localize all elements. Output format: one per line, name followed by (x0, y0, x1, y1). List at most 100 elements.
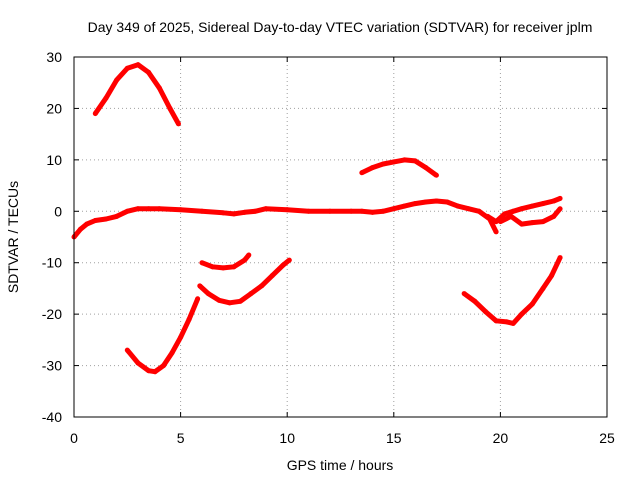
data-point (103, 95, 109, 101)
data-point (391, 206, 397, 212)
data-point (497, 219, 503, 225)
data-point (199, 260, 205, 266)
axes: 0 5 10 15 20 25 -40 -30 -20 -10 0 10 20 30 (42, 49, 615, 446)
data-point (502, 211, 508, 217)
data-point (284, 207, 290, 213)
data-point (167, 105, 173, 111)
data-point (152, 369, 158, 375)
data-point (135, 360, 141, 366)
data-point (540, 285, 546, 291)
data-point (519, 311, 525, 317)
data-point (551, 213, 557, 219)
x-tick-label: 5 (177, 430, 185, 446)
data-point (231, 264, 237, 270)
data-point (216, 297, 222, 303)
y-tick-label: 20 (46, 100, 62, 116)
x-tick-label: 0 (70, 430, 78, 446)
data-point (348, 208, 354, 214)
y-tick-label: -30 (42, 358, 62, 374)
data-point (519, 206, 525, 212)
data-point (92, 218, 98, 224)
data-point (156, 85, 162, 91)
series-line-arc-neg20 (462, 256, 563, 326)
data-point (391, 159, 397, 165)
data-point (242, 257, 248, 263)
data-point (433, 198, 439, 204)
data-point (286, 257, 292, 263)
data-point (529, 301, 535, 307)
data-point (359, 170, 365, 176)
data-point (465, 206, 471, 212)
data-point (178, 207, 184, 213)
data-point (557, 255, 563, 261)
data-point (197, 283, 203, 289)
x-tick-label: 25 (599, 430, 615, 446)
data-point (549, 273, 555, 279)
data-point (178, 334, 184, 340)
data-point (412, 201, 418, 207)
y-tick-label: 30 (46, 49, 62, 65)
x-axis-label: GPS time / hours (287, 457, 394, 473)
data-point (259, 283, 265, 289)
data-point (269, 273, 275, 279)
data-point (433, 172, 439, 178)
data-point (84, 221, 90, 227)
data-point (540, 201, 546, 207)
data-point (557, 195, 563, 201)
data-point (557, 206, 563, 212)
data-point (510, 320, 516, 326)
data-point (359, 208, 365, 214)
data-point (77, 226, 83, 232)
data-point (186, 316, 192, 322)
data-point (227, 300, 233, 306)
data-point (508, 213, 514, 219)
data-point (461, 291, 467, 297)
data-point (529, 203, 535, 209)
data-point (280, 262, 286, 268)
data-point (493, 219, 499, 225)
data-point (401, 157, 407, 163)
data-point (401, 203, 407, 209)
data-point (380, 208, 386, 214)
data-point (103, 216, 109, 222)
y-tick-label: 10 (46, 152, 62, 168)
x-tick-label: 15 (386, 430, 402, 446)
data-point (306, 208, 312, 214)
data-point (161, 363, 167, 369)
data-point (248, 291, 254, 297)
data-point (169, 350, 175, 356)
plot-area (71, 62, 563, 375)
data-point (242, 209, 248, 215)
data-point (472, 298, 478, 304)
data-point (369, 165, 375, 171)
data-point (444, 199, 450, 205)
chart-title: Day 349 of 2025, Sidereal Day-to-day VTE… (88, 19, 593, 35)
series-line-arc-neg10a (201, 253, 251, 271)
data-point (114, 213, 120, 219)
y-tick-label: -10 (42, 255, 62, 271)
data-point (220, 265, 226, 271)
data-point (369, 209, 375, 215)
data-point (504, 319, 510, 325)
data-point (246, 252, 252, 258)
data-point (199, 208, 205, 214)
data-point (252, 208, 258, 214)
data-point (519, 221, 525, 227)
data-point (540, 219, 546, 225)
data-point (493, 229, 499, 235)
data-point (124, 347, 130, 353)
data-point (493, 318, 499, 324)
data-point (220, 210, 226, 216)
data-point (380, 161, 386, 167)
y-tick-label: -20 (42, 306, 62, 322)
data-point (231, 211, 237, 217)
data-point (146, 368, 152, 374)
data-point (327, 208, 333, 214)
data-point (423, 165, 429, 171)
x-tick-label: 20 (493, 430, 509, 446)
data-point (529, 220, 535, 226)
data-point (485, 213, 491, 219)
plot-frame (73, 56, 608, 418)
data-point (146, 206, 152, 212)
